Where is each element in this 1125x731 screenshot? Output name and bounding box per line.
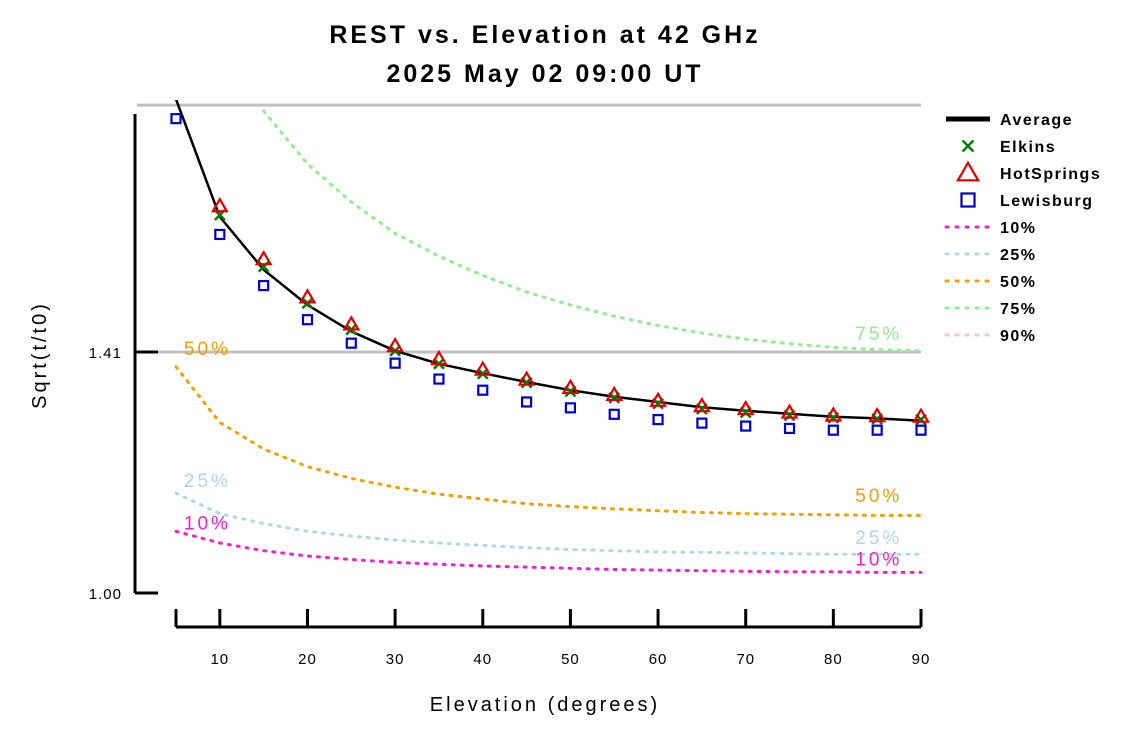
point-hotsprings [912,407,930,423]
legend-label: 25% [1000,247,1037,264]
x-tick-label: 90 [912,651,931,668]
legend-swatch-square [960,192,976,208]
point-hotsprings [780,403,799,419]
series-layer [170,100,930,574]
x-tick-label: 10 [210,651,229,668]
point-lewisburg [783,422,796,435]
curve-label: 50% [184,339,231,360]
point-hotsprings [868,406,887,423]
legend: Average Elkins HotSprings Lewisburg 10% 25% 50… [944,112,1101,345]
legend-label: 75% [1000,301,1037,318]
point-lewisburg [827,424,839,436]
x-tick-label: 70 [736,651,755,668]
legend-label: Lewisburg [1000,193,1094,210]
y-axis-label: Sqrt(t/t0) [29,301,51,409]
point-lewisburg [652,413,664,426]
y-tick-label: 1.41 [89,345,122,362]
chart-title: REST vs. Elevation at 42 GHz [329,21,760,49]
point-lewisburg [433,373,445,385]
x-axis-label: Elevation (degrees) [430,694,660,716]
x-tick-label: 60 [649,651,668,668]
point-hotsprings [210,197,229,213]
legend-label: Average [1000,112,1073,129]
legend-label: 50% [1000,274,1037,291]
point-lewisburg [477,384,489,396]
point-hotsprings [342,315,361,331]
point-lewisburg [564,402,577,414]
point-lewisburg [740,420,752,432]
point-lewisburg [389,357,401,369]
point-lewisburg [608,408,620,420]
legend-label: 10% [1000,220,1037,237]
x-tick-label: 30 [386,651,405,668]
point-hotsprings [386,336,405,353]
point-lewisburg [696,417,708,429]
reference-lines [137,103,921,354]
point-hotsprings [736,399,755,416]
legend-swatch-triangle [955,160,981,182]
point-hotsprings [605,385,624,402]
series-25pct [174,491,923,556]
legend-label: HotSprings [1000,166,1101,183]
x-tick-label: 80 [824,651,843,668]
point-hotsprings [473,360,492,376]
x-tick-label: 50 [561,651,580,668]
point-hotsprings [517,370,536,386]
x-tick-label: 40 [473,651,492,668]
point-hotsprings [692,396,711,413]
chart-subtitle: 2025 May 02 09:00 UT [386,60,703,88]
y-tick-label: 1.00 [89,586,122,603]
curve-label: 25% [855,528,902,549]
point-hotsprings [430,349,448,366]
point-hotsprings [561,378,580,394]
series-average-line [174,100,922,423]
series-75pct [262,109,923,353]
legend-swatch-x [961,139,975,153]
curve-label: 75% [855,324,902,345]
point-lewisburg [214,228,226,241]
point-lewisburg [345,337,357,349]
curve-label: 25% [184,471,231,492]
point-lewisburg [301,314,314,326]
legend-label: Elkins [1000,139,1056,156]
point-lewisburg [915,424,927,436]
point-lewisburg [258,279,270,292]
curve-label: 50% [855,486,902,507]
legend-swatch-x-b [961,139,975,153]
point-hotsprings [649,391,667,407]
series-10pct [174,529,923,574]
series-50pct [174,365,923,517]
x-tick-label: 20 [298,651,317,668]
point-lewisburg [170,113,182,125]
point-hotsprings [824,406,843,422]
percentile-curve-labels: 50%25%10%75%50%25%10% [184,324,902,570]
curve-label: 10% [855,549,902,570]
point-hotsprings [298,288,317,304]
axes: 10 20 30 40 50 60 70 80 90 1.00 1.41 [89,114,931,668]
point-lewisburg [871,424,883,436]
legend-label: 90% [1000,328,1037,345]
point-lewisburg [520,396,533,408]
point-hotsprings [254,249,273,266]
curve-label: 10% [184,514,231,535]
